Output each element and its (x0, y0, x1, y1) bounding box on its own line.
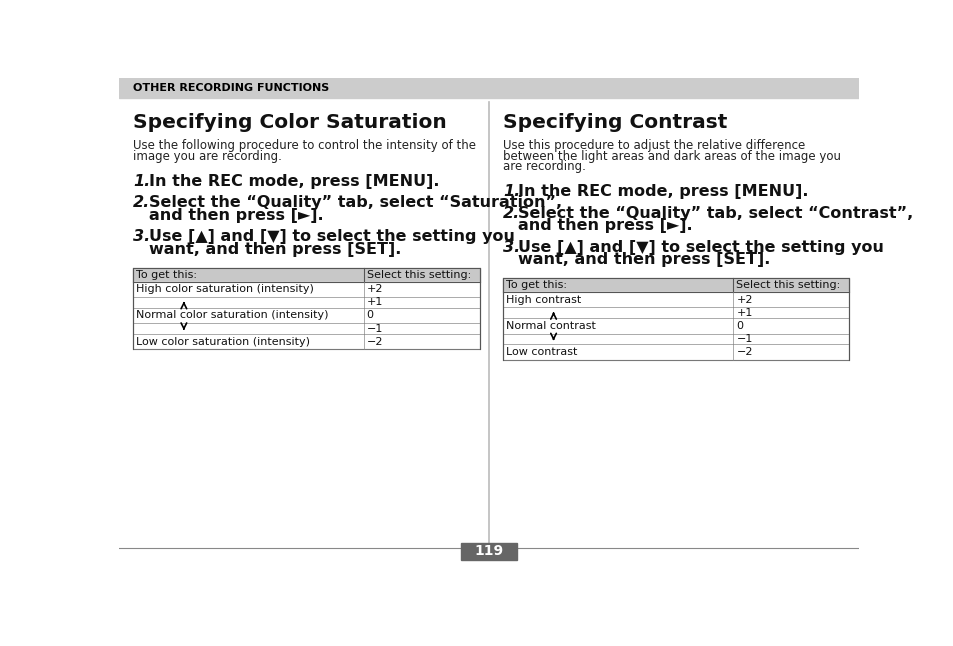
Text: 2.: 2. (502, 205, 519, 221)
Text: In the REC mode, press [MENU].: In the REC mode, press [MENU]. (149, 174, 438, 189)
Text: OTHER RECORDING FUNCTIONS: OTHER RECORDING FUNCTIONS (133, 83, 329, 92)
Text: +1: +1 (736, 307, 752, 318)
Text: −2: −2 (366, 337, 383, 347)
Bar (133, 297, 479, 307)
Bar (119, 78, 858, 98)
Text: Use the following procedure to control the intensity of the: Use the following procedure to control t… (133, 139, 476, 152)
Text: +1: +1 (366, 297, 383, 307)
Bar (502, 307, 848, 318)
Text: and then press [►].: and then press [►]. (517, 218, 692, 233)
Text: image you are recording.: image you are recording. (133, 149, 282, 163)
Text: 119: 119 (474, 544, 503, 558)
Text: Use this procedure to adjust the relative difference: Use this procedure to adjust the relativ… (502, 139, 804, 152)
Bar (502, 292, 848, 307)
Bar (133, 334, 479, 349)
Text: Use [▲] and [▼] to select the setting you: Use [▲] and [▼] to select the setting yo… (149, 229, 514, 244)
Text: want, and then press [SET].: want, and then press [SET]. (149, 242, 400, 256)
Bar (502, 278, 848, 360)
Text: −1: −1 (736, 334, 752, 344)
Text: −1: −1 (366, 324, 383, 333)
Text: Specifying Color Saturation: Specifying Color Saturation (133, 113, 447, 132)
Text: High color saturation (intensity): High color saturation (intensity) (136, 284, 314, 295)
Bar (502, 344, 848, 360)
Bar (133, 267, 479, 282)
Text: In the REC mode, press [MENU].: In the REC mode, press [MENU]. (517, 184, 808, 199)
Text: Select the “Quality” tab, select “Saturation”,: Select the “Quality” tab, select “Satura… (149, 195, 561, 211)
Text: To get this:: To get this: (505, 280, 566, 290)
Text: Select this setting:: Select this setting: (736, 280, 840, 290)
Text: and then press [►].: and then press [►]. (149, 207, 323, 223)
Bar (502, 318, 848, 333)
Bar (133, 282, 479, 297)
Bar (460, 543, 517, 559)
Bar (133, 307, 479, 323)
Text: −2: −2 (736, 347, 752, 357)
Text: 0: 0 (736, 321, 742, 331)
Text: To get this:: To get this: (136, 269, 197, 280)
Text: 3.: 3. (133, 229, 151, 244)
Bar (502, 333, 848, 344)
Bar (133, 323, 479, 334)
Text: Low color saturation (intensity): Low color saturation (intensity) (136, 337, 310, 347)
Text: between the light areas and dark areas of the image you: between the light areas and dark areas o… (502, 149, 840, 163)
Text: want, and then press [SET].: want, and then press [SET]. (517, 252, 770, 267)
Text: +2: +2 (366, 284, 383, 295)
Text: Normal color saturation (intensity): Normal color saturation (intensity) (136, 311, 329, 320)
Text: Use [▲] and [▼] to select the setting you: Use [▲] and [▼] to select the setting yo… (517, 240, 883, 255)
Text: 0: 0 (366, 311, 374, 320)
Text: 1.: 1. (502, 184, 519, 199)
Bar (502, 278, 848, 292)
Text: +2: +2 (736, 295, 752, 305)
Text: Specifying Contrast: Specifying Contrast (502, 113, 726, 132)
Text: 2.: 2. (133, 195, 151, 211)
Text: Low contrast: Low contrast (505, 347, 577, 357)
Bar (133, 267, 479, 349)
Text: are recording.: are recording. (502, 160, 585, 173)
Text: Normal contrast: Normal contrast (505, 321, 596, 331)
Text: High contrast: High contrast (505, 295, 580, 305)
Text: 1.: 1. (133, 174, 151, 189)
Text: Select the “Quality” tab, select “Contrast”,: Select the “Quality” tab, select “Contra… (517, 205, 913, 221)
Text: 3.: 3. (502, 240, 519, 255)
Text: Select this setting:: Select this setting: (366, 269, 471, 280)
